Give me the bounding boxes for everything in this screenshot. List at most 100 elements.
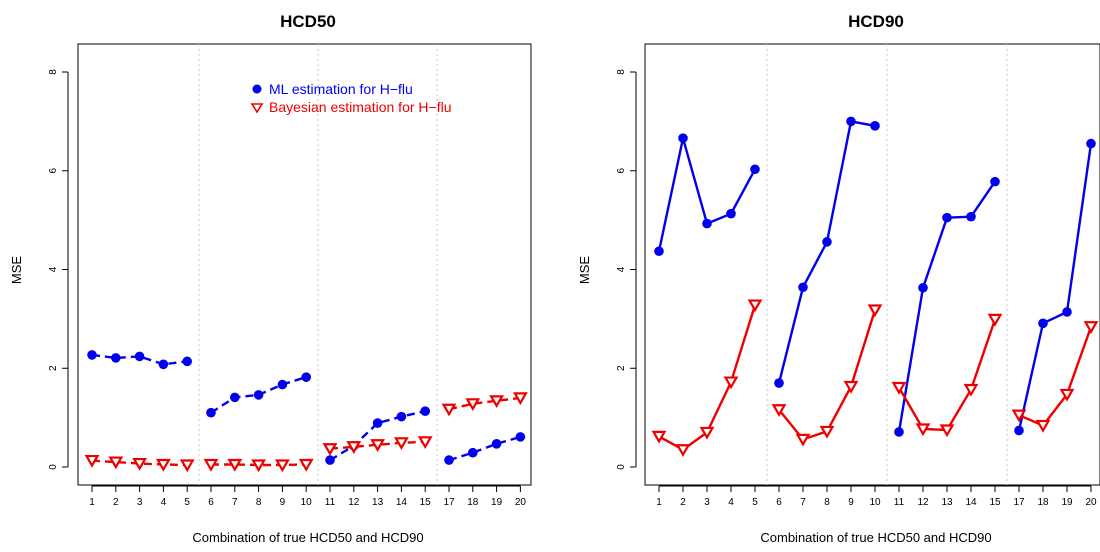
data-point-bayes bbox=[1083, 321, 1099, 334]
data-point-bayes bbox=[915, 423, 931, 437]
data-point-bayes bbox=[298, 458, 314, 472]
data-point-ml bbox=[726, 208, 736, 219]
data-point-bayes bbox=[322, 443, 338, 456]
data-point-bayes bbox=[843, 380, 859, 394]
data-point-ml bbox=[325, 455, 335, 465]
data-point-ml bbox=[396, 411, 407, 422]
legend: ML estimation for H−flu Bayesian estimat… bbox=[250, 81, 451, 115]
x-tick-label: 9 bbox=[280, 497, 286, 508]
x-tick-label: 12 bbox=[348, 497, 360, 508]
x-tick-label: 5 bbox=[184, 497, 190, 508]
x-tick-label: 10 bbox=[301, 497, 313, 508]
data-point-ml bbox=[798, 282, 808, 293]
x-tick-label: 17 bbox=[1013, 497, 1025, 508]
series-line-ml bbox=[329, 410, 426, 462]
data-point-bayes bbox=[179, 459, 195, 473]
x-tick-label: 15 bbox=[989, 497, 1001, 508]
series-line-bayes bbox=[211, 463, 307, 467]
y-tick-label: 2 bbox=[48, 365, 59, 371]
y-tick-label: 0 bbox=[616, 464, 627, 470]
data-point-bayes bbox=[1035, 419, 1051, 433]
y-axis-label: MSE bbox=[577, 256, 592, 285]
data-point-ml bbox=[942, 212, 952, 223]
data-point-ml bbox=[894, 427, 904, 437]
y-tick-label: 4 bbox=[616, 266, 627, 272]
data-point-ml bbox=[774, 378, 784, 388]
x-tick-label: 20 bbox=[1085, 497, 1097, 508]
x-tick-label: 11 bbox=[894, 497, 905, 508]
x-tick-label: 17 bbox=[443, 497, 455, 508]
data-point-bayes bbox=[393, 437, 409, 451]
x-tick-label: 7 bbox=[800, 497, 806, 508]
data-point-ml bbox=[515, 432, 526, 442]
data-point-bayes bbox=[987, 313, 1003, 327]
data-point-bayes bbox=[417, 436, 433, 450]
x-tick-label: 2 bbox=[113, 497, 119, 508]
x-tick-label: 18 bbox=[1037, 497, 1049, 508]
data-point-bayes bbox=[939, 424, 955, 438]
data-point-ml bbox=[111, 353, 121, 363]
data-point-bayes bbox=[441, 403, 457, 417]
series-line-bayes bbox=[91, 459, 188, 467]
data-point-ml bbox=[182, 356, 192, 367]
data-point-ml bbox=[1062, 307, 1072, 317]
x-tick-label: 19 bbox=[1061, 497, 1073, 508]
x-axis-label: Combination of true HCD50 and HCD90 bbox=[192, 530, 423, 545]
x-tick-label: 14 bbox=[396, 497, 408, 508]
data-point-bayes bbox=[1059, 388, 1075, 402]
x-tick-label: 1 bbox=[656, 497, 662, 508]
data-point-bayes bbox=[155, 458, 171, 472]
data-point-ml bbox=[870, 121, 880, 131]
data-point-ml bbox=[1086, 138, 1096, 149]
data-point-bayes bbox=[370, 439, 386, 452]
data-point-bayes bbox=[227, 458, 243, 472]
legend-marker-bayes bbox=[250, 103, 264, 114]
data-point-bayes bbox=[84, 454, 100, 468]
x-tick-label: 3 bbox=[704, 497, 710, 508]
data-point-ml bbox=[846, 116, 856, 127]
data-point-ml bbox=[918, 282, 928, 293]
x-tick-label: 1 bbox=[89, 497, 95, 508]
data-point-bayes bbox=[819, 425, 835, 439]
legend-label-ml: ML estimation for H−flu bbox=[269, 81, 413, 97]
data-point-bayes bbox=[489, 395, 505, 409]
series-line-ml bbox=[91, 353, 188, 366]
data-point-ml bbox=[87, 350, 97, 360]
x-tick-label: 10 bbox=[869, 497, 881, 508]
chart-title: HCD50 bbox=[280, 12, 336, 31]
data-point-bayes bbox=[512, 392, 528, 406]
data-point-ml bbox=[253, 390, 264, 400]
data-point-ml bbox=[966, 211, 976, 222]
data-point-ml bbox=[990, 176, 1000, 187]
data-point-ml bbox=[1014, 425, 1024, 436]
data-point-ml bbox=[444, 455, 454, 465]
data-point-bayes bbox=[723, 376, 739, 390]
y-tick-label: 0 bbox=[48, 464, 59, 470]
data-point-ml bbox=[822, 237, 832, 247]
y-tick-label: 4 bbox=[48, 266, 59, 272]
x-tick-label: 12 bbox=[917, 497, 929, 508]
x-tick-label: 6 bbox=[776, 497, 782, 508]
y-tick-label: 6 bbox=[616, 168, 627, 174]
x-tick-label: 15 bbox=[420, 497, 432, 508]
x-tick-label: 2 bbox=[680, 497, 686, 508]
data-point-bayes bbox=[795, 433, 811, 447]
data-point-ml bbox=[750, 164, 760, 175]
data-point-bayes bbox=[771, 404, 787, 417]
series-line-bayes bbox=[329, 440, 426, 450]
data-point-ml bbox=[277, 379, 288, 390]
legend-marker-ml bbox=[252, 84, 262, 94]
data-point-ml bbox=[134, 351, 145, 362]
data-point-bayes bbox=[1011, 409, 1027, 423]
x-tick-label: 5 bbox=[752, 497, 758, 508]
x-tick-label: 14 bbox=[965, 497, 977, 508]
y-axis-label: MSE bbox=[9, 256, 24, 285]
data-point-ml bbox=[491, 438, 502, 449]
data-point-ml bbox=[230, 392, 240, 403]
x-tick-label: 7 bbox=[232, 497, 238, 508]
data-point-bayes bbox=[747, 299, 763, 313]
data-point-bayes bbox=[108, 456, 124, 470]
y-tick-label: 8 bbox=[616, 69, 627, 75]
data-point-ml bbox=[420, 406, 431, 417]
